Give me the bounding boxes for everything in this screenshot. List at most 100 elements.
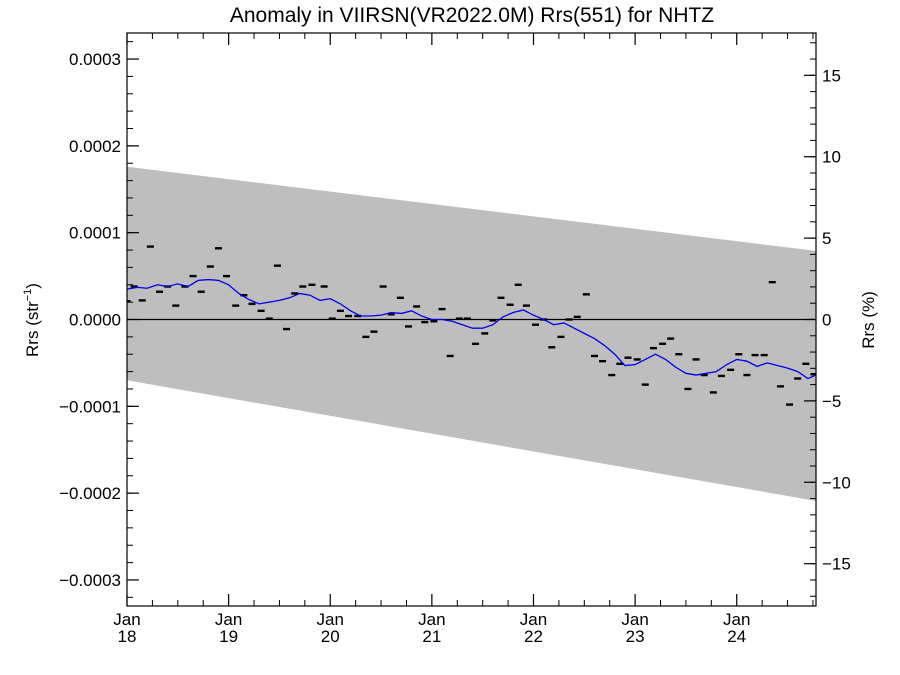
data-point xyxy=(362,335,370,339)
x-tick-year: 23 xyxy=(626,627,645,646)
data-point xyxy=(565,318,573,321)
data-point xyxy=(776,385,784,388)
data-point xyxy=(336,309,344,313)
data-point xyxy=(659,342,667,346)
uncertainty-band xyxy=(127,166,816,501)
data-point xyxy=(354,314,362,318)
data-point xyxy=(430,320,438,323)
data-point xyxy=(573,315,581,319)
data-point xyxy=(396,296,404,299)
data-point xyxy=(794,377,802,380)
data-point xyxy=(446,354,454,358)
data-point xyxy=(582,293,590,296)
data-point xyxy=(130,285,138,288)
data-point xyxy=(684,387,692,391)
data-point xyxy=(379,285,387,288)
data-point xyxy=(590,354,598,358)
x-tick-year: 18 xyxy=(118,627,137,646)
data-point xyxy=(709,391,717,394)
data-point xyxy=(557,335,565,339)
data-point xyxy=(387,313,395,316)
data-point xyxy=(283,327,291,331)
data-point xyxy=(751,353,759,357)
x-tick-month: Jan xyxy=(113,610,140,629)
x-tick-month: Jan xyxy=(520,610,547,629)
data-point xyxy=(649,346,657,350)
data-point xyxy=(786,403,794,406)
y-tick-label: −0.0001 xyxy=(59,397,121,416)
data-point xyxy=(472,342,480,346)
data-point xyxy=(421,320,429,324)
data-point xyxy=(189,274,197,278)
x-tick-year: 19 xyxy=(219,627,238,646)
data-point xyxy=(675,353,683,356)
data-point xyxy=(248,302,256,306)
data-point xyxy=(240,293,248,297)
y-right-tick-label: −15 xyxy=(822,555,851,574)
y-tick-label: 0.0001 xyxy=(69,224,121,243)
data-point xyxy=(667,337,675,340)
data-point xyxy=(489,319,497,322)
y-tick-label: −0.0003 xyxy=(59,571,121,590)
data-point xyxy=(438,307,446,311)
data-point xyxy=(223,274,231,278)
x-tick-month: Jan xyxy=(418,610,445,629)
data-point xyxy=(633,358,641,361)
data-point xyxy=(265,317,273,320)
y-axis-label-right: Rrs (%) xyxy=(859,291,878,349)
data-point xyxy=(320,285,328,288)
data-point xyxy=(548,346,556,349)
data-point xyxy=(522,304,530,307)
y-right-tick-label: −10 xyxy=(822,473,851,492)
y-right-tick-label: 0 xyxy=(822,311,831,330)
data-point xyxy=(328,317,336,320)
y-tick-label: 0.0003 xyxy=(69,50,121,69)
data-point xyxy=(455,317,463,320)
data-point xyxy=(760,353,768,357)
data-point xyxy=(291,292,299,295)
data-point xyxy=(206,265,214,268)
data-point xyxy=(735,353,743,356)
y-right-tick-label: 5 xyxy=(822,229,831,248)
data-point xyxy=(624,356,632,359)
data-point xyxy=(370,330,378,333)
data-point xyxy=(506,303,514,306)
data-point xyxy=(299,285,307,288)
data-point xyxy=(181,285,189,288)
data-point xyxy=(257,309,265,313)
data-point xyxy=(700,373,708,377)
y-tick-label: 0.0002 xyxy=(69,137,121,156)
data-point xyxy=(810,372,816,376)
x-tick-year: 21 xyxy=(422,627,441,646)
data-point xyxy=(413,305,421,308)
data-point xyxy=(641,383,649,386)
data-point xyxy=(692,358,700,361)
data-point xyxy=(463,317,471,320)
data-point xyxy=(768,280,776,284)
data-point xyxy=(232,304,240,307)
data-point xyxy=(599,359,607,363)
x-tick-year: 20 xyxy=(321,627,340,646)
x-tick-month: Jan xyxy=(317,610,344,629)
y-tick-label: 0.0000 xyxy=(69,311,121,330)
x-tick-year: 24 xyxy=(727,627,746,646)
data-point xyxy=(156,290,164,293)
data-point xyxy=(616,362,624,365)
data-point xyxy=(743,373,751,377)
data-point xyxy=(802,362,810,365)
y-right-tick-label: 10 xyxy=(822,148,841,167)
y-axis-label-left: Rrs (str−1) xyxy=(22,283,42,357)
data-point xyxy=(497,296,505,299)
y-right-tick-label: −5 xyxy=(822,392,841,411)
data-point xyxy=(214,247,222,250)
data-point xyxy=(273,264,281,267)
data-point xyxy=(727,368,735,372)
y-right-tick-label: 15 xyxy=(822,66,841,85)
x-tick-year: 22 xyxy=(524,627,543,646)
data-point xyxy=(197,290,205,293)
chart-title: Anomaly in VIIRSN(VR2022.0M) Rrs(551) fo… xyxy=(230,4,714,27)
data-point xyxy=(308,283,316,286)
data-point xyxy=(146,245,154,248)
data-point xyxy=(514,283,522,286)
